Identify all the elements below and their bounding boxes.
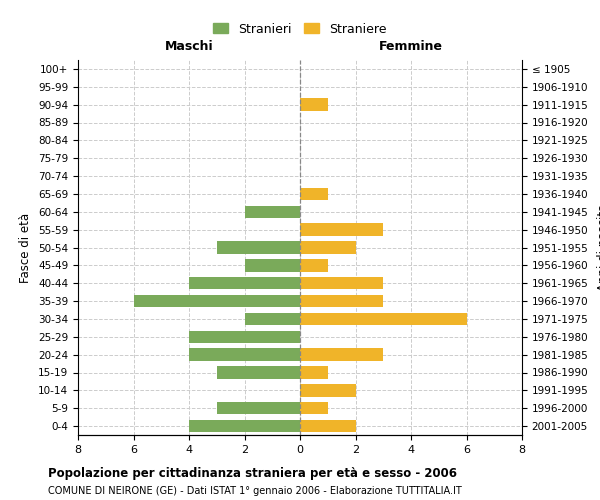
Bar — [189, 420, 300, 432]
Bar — [300, 242, 355, 254]
Bar — [245, 312, 300, 325]
Bar — [217, 366, 300, 379]
Text: Maschi: Maschi — [164, 40, 214, 53]
Y-axis label: Fasce di età: Fasce di età — [19, 212, 32, 282]
Bar — [300, 259, 328, 272]
Y-axis label: Anni di nascita: Anni di nascita — [597, 204, 600, 291]
Bar — [300, 98, 328, 111]
Text: COMUNE DI NEIRONE (GE) - Dati ISTAT 1° gennaio 2006 - Elaborazione TUTTITALIA.IT: COMUNE DI NEIRONE (GE) - Dati ISTAT 1° g… — [48, 486, 462, 496]
Bar — [300, 366, 328, 379]
Bar — [245, 259, 300, 272]
Bar — [217, 402, 300, 414]
Bar — [300, 384, 355, 396]
Legend: Stranieri, Straniere: Stranieri, Straniere — [208, 18, 392, 40]
Bar — [300, 312, 467, 325]
Bar — [217, 242, 300, 254]
Bar — [300, 420, 355, 432]
Bar — [300, 402, 328, 414]
Bar — [189, 277, 300, 289]
Bar — [245, 206, 300, 218]
Bar — [189, 330, 300, 343]
Bar — [300, 348, 383, 361]
Bar — [300, 224, 383, 236]
Bar — [300, 295, 383, 308]
Bar — [300, 188, 328, 200]
Bar — [133, 295, 300, 308]
Bar — [300, 277, 383, 289]
Text: Femmine: Femmine — [379, 40, 443, 53]
Bar — [189, 348, 300, 361]
Text: Popolazione per cittadinanza straniera per età e sesso - 2006: Popolazione per cittadinanza straniera p… — [48, 468, 457, 480]
